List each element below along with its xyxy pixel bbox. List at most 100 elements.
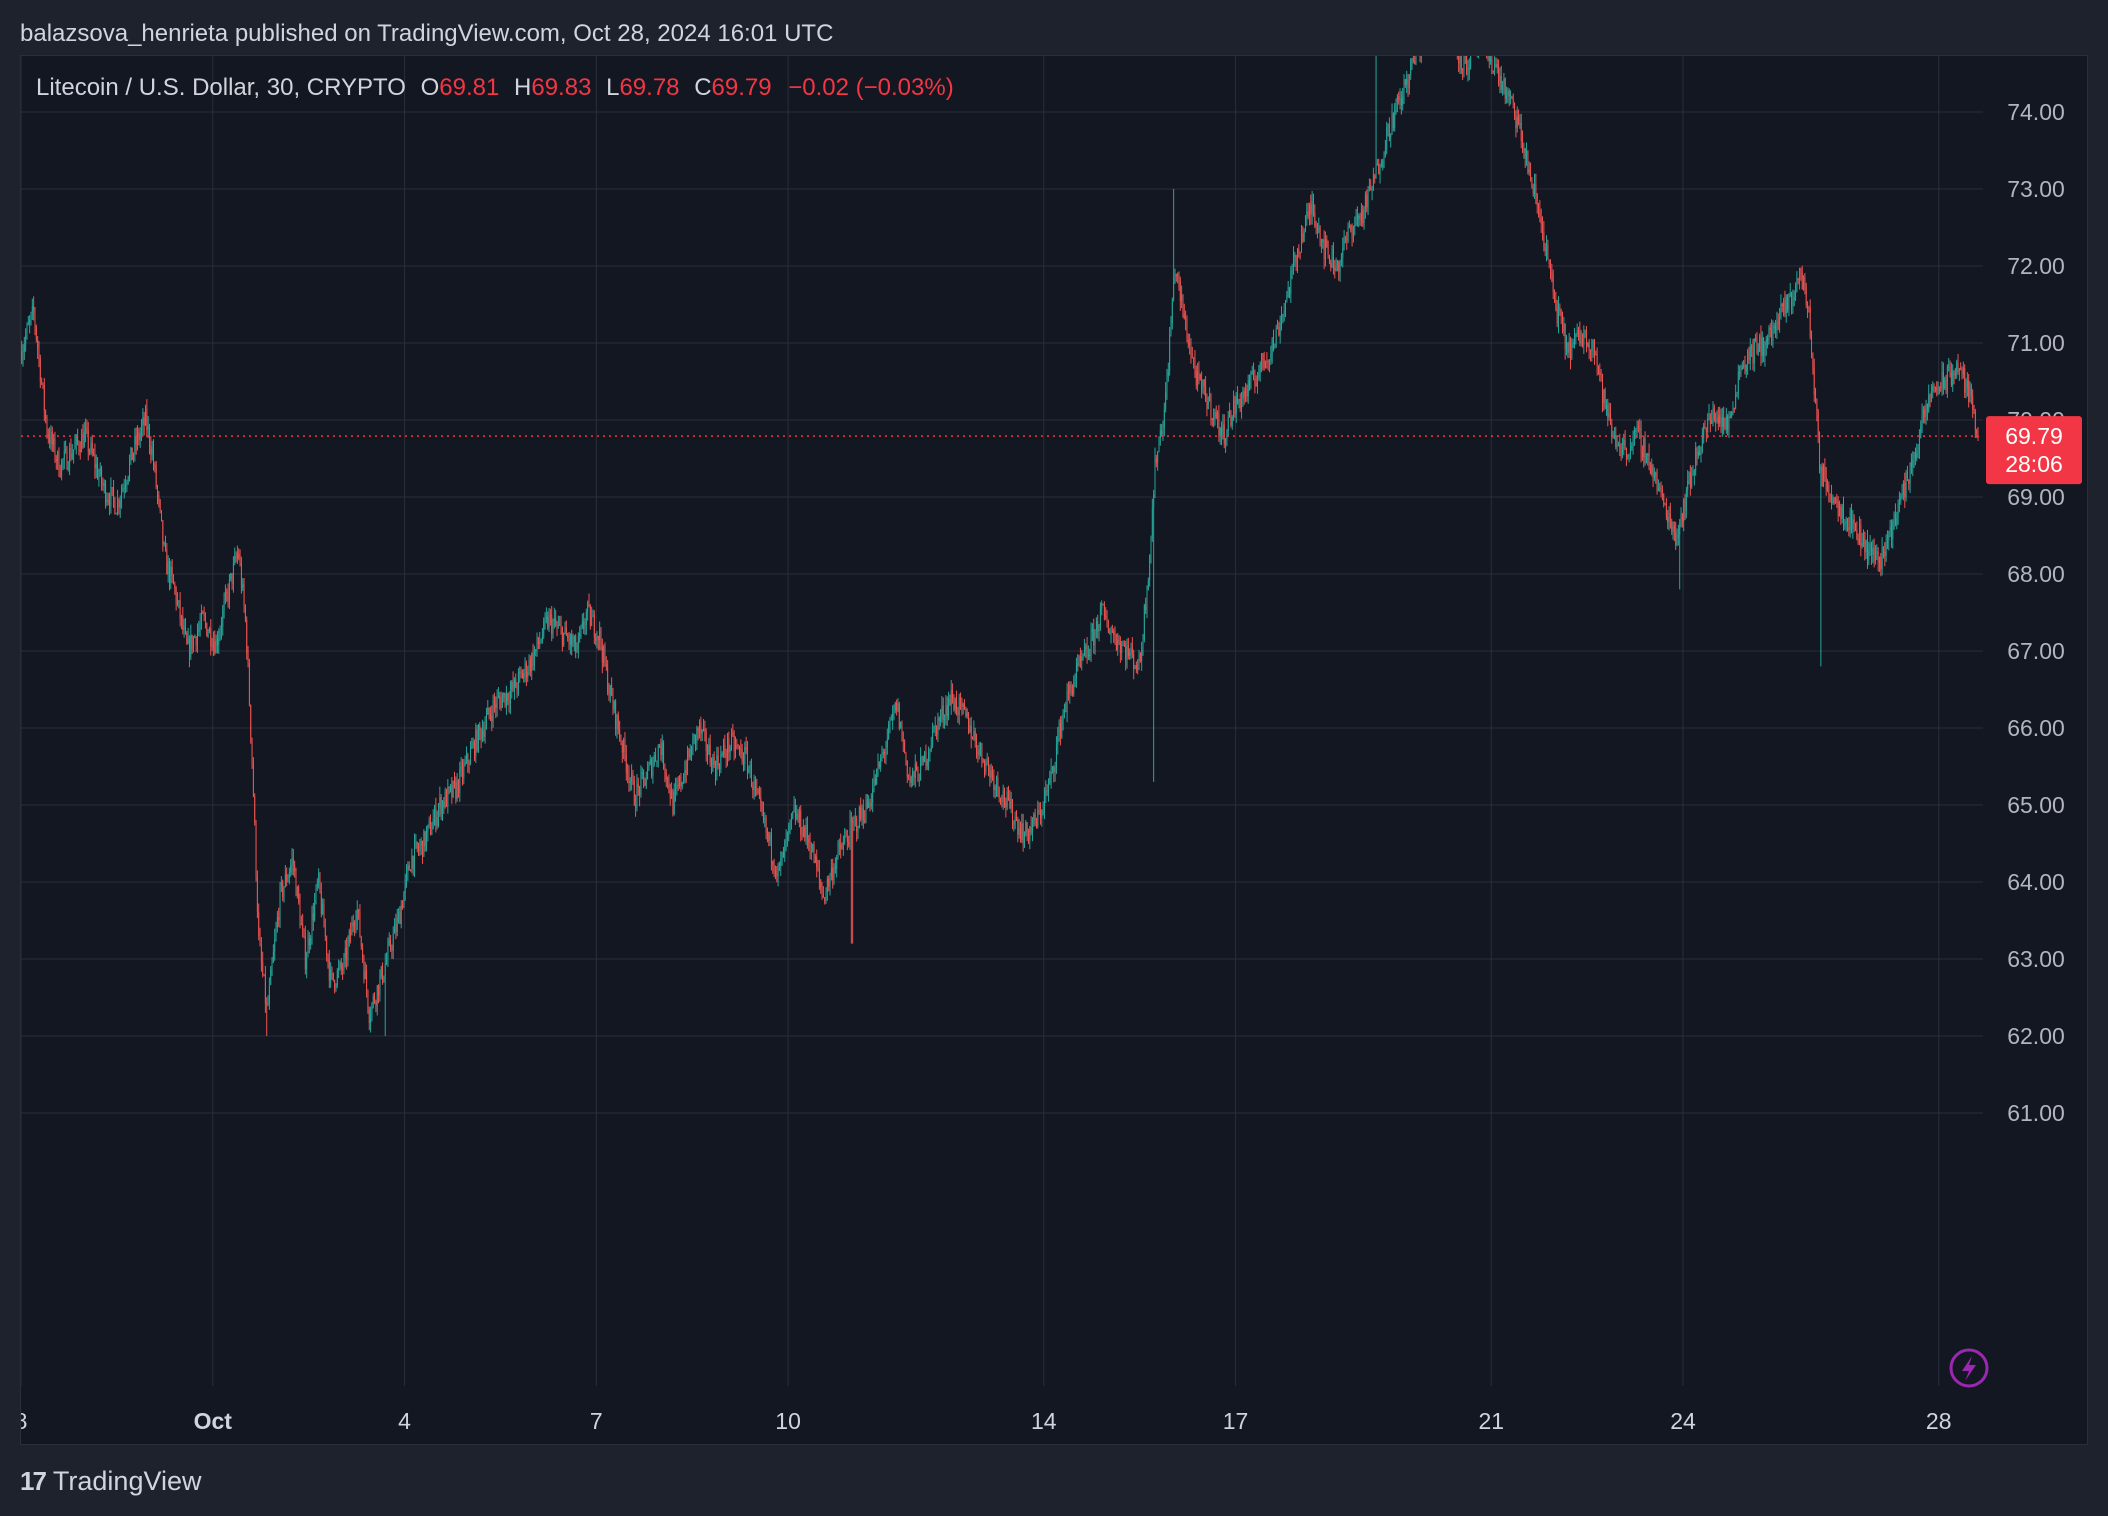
- candle-body: [1299, 252, 1301, 254]
- candle-body: [1668, 512, 1670, 523]
- candle-body: [1860, 524, 1862, 547]
- candle-body: [1885, 541, 1887, 557]
- candle-body: [1896, 518, 1898, 526]
- candle-body: [1506, 95, 1508, 99]
- candle-body: [1336, 260, 1338, 266]
- candle-body: [335, 985, 337, 988]
- candle-body: [1125, 646, 1127, 661]
- candle-body: [1415, 56, 1417, 64]
- candle-body: [1332, 248, 1334, 269]
- candle-body: [1322, 239, 1324, 243]
- candle-body: [834, 867, 836, 869]
- candle-body: [1724, 427, 1726, 429]
- candle-body: [1189, 342, 1191, 346]
- candle-body: [874, 778, 876, 784]
- candle-body: [1809, 308, 1811, 338]
- candle-body: [231, 573, 233, 584]
- candle-body: [278, 917, 280, 920]
- tradingview-logo[interactable]: 17 TradingView: [20, 1466, 202, 1497]
- candle-body: [1743, 365, 1745, 367]
- lightning-icon[interactable]: [1949, 1348, 1989, 1388]
- candle-body: [1392, 113, 1394, 128]
- candle-body: [1175, 274, 1177, 277]
- candle-body: [576, 649, 578, 653]
- candle-body: [679, 776, 681, 786]
- candle-body: [657, 745, 659, 761]
- candle-body: [323, 904, 325, 928]
- candle-body: [86, 427, 88, 430]
- candle-body: [1653, 472, 1655, 478]
- candle-body: [412, 855, 414, 869]
- candle-body: [129, 460, 131, 477]
- candlestick-chart[interactable]: 77.0076.0075.0074.0073.0072.0071.0070.00…: [21, 56, 2087, 1444]
- candle-body: [403, 892, 405, 908]
- candle-body: [1359, 215, 1361, 221]
- candle-body: [90, 442, 92, 452]
- candle-body: [1588, 342, 1590, 351]
- candle-body: [1105, 616, 1107, 618]
- candle-body: [1118, 639, 1120, 642]
- candle-body: [159, 500, 161, 510]
- candle-body: [768, 832, 770, 842]
- candle-body: [1355, 216, 1357, 225]
- candle-body: [1688, 472, 1690, 481]
- candle-body: [82, 434, 84, 448]
- candle-body: [468, 763, 470, 765]
- candle-body: [699, 722, 700, 731]
- close-key: C: [694, 74, 712, 101]
- x-tick-label: 14: [1031, 1408, 1057, 1434]
- candle-body: [1974, 411, 1976, 431]
- candle-body: [652, 763, 654, 776]
- candle-body: [1237, 396, 1239, 403]
- candle-body: [585, 611, 587, 626]
- candle-body: [1608, 412, 1610, 418]
- candle-body: [1516, 116, 1518, 128]
- candle-body: [1046, 790, 1048, 792]
- candle-body: [348, 930, 350, 942]
- candle-body: [802, 826, 804, 837]
- candle-body: [547, 616, 549, 628]
- candle-body: [636, 784, 638, 808]
- candle-body: [446, 791, 447, 807]
- candle-body: [568, 638, 570, 645]
- candle-body: [684, 769, 686, 782]
- candle-body: [485, 714, 487, 726]
- candle-body: [171, 566, 173, 576]
- candle-body: [1619, 444, 1621, 447]
- candle-body: [1848, 527, 1850, 530]
- candle-body: [878, 761, 880, 768]
- candle-body: [1274, 345, 1276, 347]
- candle-body: [379, 976, 381, 996]
- candle-body: [322, 904, 324, 914]
- candle-body: [1591, 347, 1593, 352]
- candle-body: [1115, 643, 1117, 650]
- candle-body: [113, 487, 115, 499]
- candle-body: [392, 933, 394, 951]
- candle-body: [1921, 414, 1923, 427]
- candle-body: [1012, 799, 1013, 825]
- candle-body: [957, 712, 959, 715]
- candle-body: [762, 810, 764, 820]
- candle-body: [479, 724, 481, 730]
- candle-body: [821, 887, 823, 895]
- candle-body: [175, 588, 177, 604]
- candle-body: [617, 714, 619, 730]
- candle-body: [724, 745, 726, 755]
- candle-body: [1590, 350, 1591, 352]
- candle-body: [1544, 247, 1546, 252]
- candle-body: [705, 731, 707, 752]
- candle-body: [752, 786, 754, 790]
- candle-body: [1705, 429, 1707, 433]
- candle-body: [145, 408, 146, 426]
- candle-body: [1170, 323, 1172, 335]
- candle-body: [300, 923, 302, 926]
- x-tick-label: Oct: [194, 1408, 233, 1434]
- candle-body: [1916, 453, 1918, 459]
- candle-body: [202, 612, 204, 614]
- candle-body: [226, 591, 228, 593]
- candle-body: [621, 743, 623, 753]
- candle-body: [1729, 415, 1731, 419]
- candle-body: [591, 616, 593, 626]
- candle-body: [367, 990, 369, 1010]
- candle-body: [1835, 499, 1836, 504]
